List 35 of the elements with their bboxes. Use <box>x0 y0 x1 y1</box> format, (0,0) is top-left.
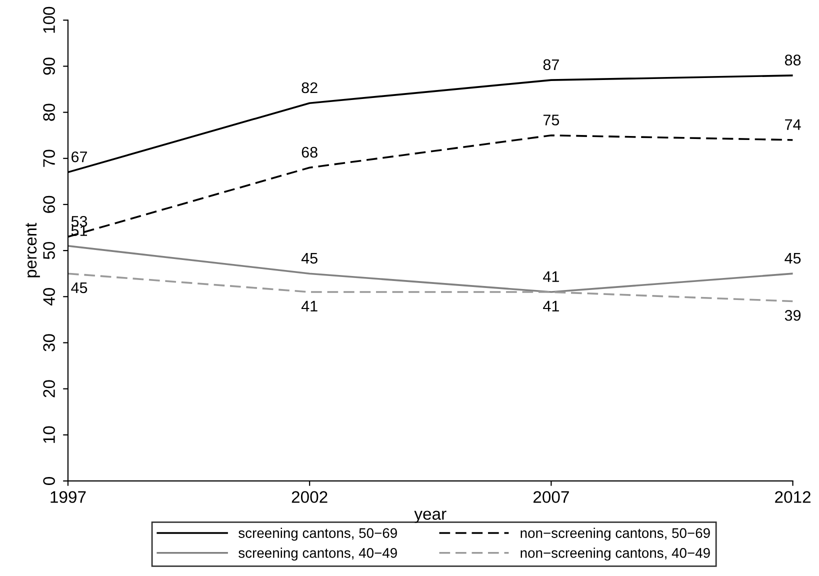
y-tick-label: 70 <box>43 150 55 167</box>
y-tick-label: 90 <box>43 58 55 75</box>
x-tick-label: 2012 <box>775 491 810 503</box>
data-label: 74 <box>785 119 801 130</box>
data-label: 45 <box>301 252 318 264</box>
data-label: 45 <box>784 252 801 264</box>
legend-label: screening cantons, 40−49 <box>238 548 397 561</box>
x-tick-label: 1997 <box>50 491 86 503</box>
y-tick-label: 100 <box>43 6 55 33</box>
data-label: 68 <box>302 146 318 158</box>
y-tick-label: 10 <box>43 426 55 443</box>
data-label: 41 <box>543 271 559 282</box>
data-label: 87 <box>543 59 559 70</box>
y-tick-label: 50 <box>43 242 55 260</box>
data-label: 88 <box>784 54 801 66</box>
y-tick-label: 80 <box>43 104 55 121</box>
data-label: 45 <box>71 282 88 294</box>
legend-label: screening cantons, 50−69 <box>238 528 397 541</box>
x-tick-label: 2002 <box>292 491 328 503</box>
x-axis-title: year <box>414 510 446 524</box>
y-axis-title: percent <box>26 222 40 278</box>
data-label: 41 <box>301 300 318 312</box>
y-tick-label: 40 <box>43 288 55 306</box>
y-tick-label: 0 <box>43 476 55 485</box>
data-label: 39 <box>784 310 801 321</box>
y-tick-label: 30 <box>43 334 55 352</box>
data-label: 41 <box>543 300 559 312</box>
data-label: 75 <box>543 114 560 126</box>
data-label: 67 <box>72 151 87 162</box>
legend-label: non−screening cantons, 40−49 <box>520 548 710 561</box>
data-label: 82 <box>302 82 318 94</box>
y-tick-label: 60 <box>43 196 55 213</box>
x-tick-label: 2007 <box>533 491 569 503</box>
y-tick-label: 20 <box>43 380 55 398</box>
legend-label: non−screening cantons, 50−69 <box>520 528 710 541</box>
